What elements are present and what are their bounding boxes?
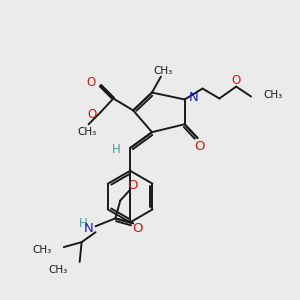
Text: N: N xyxy=(189,91,198,104)
Text: CH₃: CH₃ xyxy=(77,127,96,137)
Text: O: O xyxy=(194,140,205,152)
Text: H: H xyxy=(79,217,88,230)
Text: O: O xyxy=(86,76,95,89)
Text: CH₃: CH₃ xyxy=(153,66,172,76)
Text: CH₃: CH₃ xyxy=(263,89,282,100)
Text: CH₃: CH₃ xyxy=(33,245,52,255)
Text: H: H xyxy=(112,142,120,155)
Text: N: N xyxy=(84,222,94,235)
Text: O: O xyxy=(232,74,241,87)
Text: O: O xyxy=(132,222,142,235)
Text: O: O xyxy=(127,179,137,192)
Text: O: O xyxy=(87,108,97,121)
Text: CH₃: CH₃ xyxy=(49,265,68,275)
